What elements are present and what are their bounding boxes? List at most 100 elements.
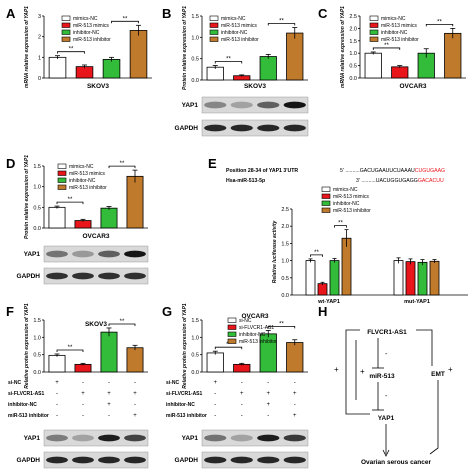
legend-label: si-NC — [239, 318, 252, 324]
condition-sign: - — [82, 402, 84, 408]
panel-label-h: H — [318, 304, 327, 319]
condition-sign: - — [267, 380, 269, 386]
row-label: si-FLVCR1-AS1 — [166, 391, 203, 397]
y-tick-label: 1.5 — [191, 14, 199, 20]
bar — [429, 260, 440, 296]
condition-sign: + — [133, 391, 137, 397]
y-axis-label: Protein relative expression of YAP1 — [24, 155, 30, 239]
wb-yap1-label: YAP1 — [24, 251, 41, 258]
bar — [74, 363, 92, 373]
y-tick-label: 0.0 — [349, 76, 357, 82]
panel-label-a: A — [6, 6, 16, 21]
y-tick-label: 1 — [38, 55, 41, 61]
wb-yap1-membrane — [201, 429, 309, 447]
significance-mark: ** — [123, 16, 128, 22]
row-label: inhibitor-NC — [8, 402, 37, 408]
node-mir-513: miR-513 — [369, 373, 395, 380]
row-label: si-NC — [8, 380, 21, 386]
wb-yap1-band — [230, 101, 253, 109]
y-tick-label: 0.0 — [281, 293, 289, 299]
legend-swatch — [209, 15, 219, 21]
y-tick-label: 0.5 — [191, 57, 199, 63]
wb-yap1-membrane — [43, 429, 149, 447]
panel-label-c: C — [318, 6, 328, 21]
wb-gapdh-label: GAPDH — [17, 273, 41, 280]
bar — [48, 56, 67, 79]
condition-sign: - — [56, 402, 58, 408]
significance-mark: ** — [226, 342, 231, 348]
panel-label-b: B — [162, 6, 171, 21]
condition-sign: - — [294, 402, 296, 408]
bar — [305, 260, 316, 296]
wb-yap1-band — [283, 434, 306, 442]
wb-gapdh-membrane — [43, 267, 149, 285]
edge-emt-cancer — [429, 380, 439, 455]
legend-swatch — [57, 170, 67, 176]
bar — [129, 30, 148, 79]
legend-swatch — [321, 193, 331, 199]
y-tick-label: 0 — [38, 76, 41, 82]
legend-label: inhibitor-NC — [73, 30, 100, 36]
legend-label: mimics-NC — [381, 16, 406, 22]
condition-sign: + — [266, 402, 270, 408]
y-tick-label: 1.5 — [349, 39, 357, 45]
wb-yap1-band — [46, 434, 68, 442]
wb-yap1-band — [124, 434, 146, 442]
legend-swatch — [369, 15, 379, 21]
wb-yap1-label: YAP1 — [182, 435, 199, 442]
significance-mark: ** — [384, 43, 389, 49]
bar — [48, 206, 66, 229]
wb-yap1-membrane — [201, 96, 309, 114]
edge-sign: + — [360, 367, 365, 376]
significance-bracket — [214, 346, 243, 350]
legend-label: mimics-NC — [69, 164, 94, 170]
wb-yap1-band — [72, 434, 94, 442]
row-label: inhibitor-NC — [166, 402, 195, 408]
significance-mark: ** — [68, 345, 73, 351]
legend-label: inhibitor-NC — [333, 201, 360, 207]
sequence-label: Position 28-34 of YAP1 3'UTR — [226, 168, 298, 174]
sequence-prefix: 5' ..........GACUGAAUUCUAAAU — [340, 168, 415, 174]
condition-sign: - — [56, 413, 58, 419]
wb-yap1-band — [46, 250, 68, 258]
wb-gapdh-membrane — [43, 451, 149, 469]
legend-label: miR-513 mimics — [333, 194, 369, 200]
significance-mark: ** — [279, 321, 284, 327]
condition-sign: + — [107, 391, 111, 397]
row-label: miR-513 inhibitor — [8, 413, 49, 419]
legend-swatch — [57, 163, 67, 169]
significance-mark: ** — [279, 19, 284, 25]
y-tick-label: 0.0 — [191, 370, 199, 376]
y-axis-label: Protein relative expression of YAP1 — [182, 6, 188, 90]
significance-bracket — [108, 165, 136, 169]
panel-label-f: F — [6, 304, 14, 319]
condition-sign: + — [213, 380, 217, 386]
significance-mark: ** — [120, 161, 125, 167]
legend-swatch — [61, 15, 71, 21]
panel-label-d: D — [6, 156, 15, 171]
y-tick-label: 0.0 — [191, 78, 199, 84]
wb-yap1-membrane — [43, 245, 149, 263]
legend-label: inhibitor-NC — [69, 178, 96, 184]
legend-swatch — [227, 317, 237, 323]
bar — [391, 66, 409, 79]
y-tick-label: 2 — [38, 35, 41, 41]
legend-label: miR-513 mimics — [69, 171, 105, 177]
y-tick-label: 1.0 — [349, 51, 357, 57]
legend-label: inhibitor-NC — [239, 332, 266, 338]
y-tick-label: 0.0 — [33, 370, 41, 376]
bar — [364, 52, 382, 79]
chart-title: OVCAR3 — [82, 233, 109, 240]
condition-sign: - — [214, 391, 216, 397]
wb-gapdh-band — [283, 456, 306, 464]
significance-mark: ** — [226, 56, 231, 62]
condition-sign: - — [241, 380, 243, 386]
condition-sign: - — [134, 380, 136, 386]
bar — [100, 331, 118, 373]
legend-label: miR-513 inhibitor — [69, 185, 107, 191]
y-tick-label: 1.0 — [191, 35, 199, 41]
bar — [126, 175, 144, 229]
legend-label: miR-513 inhibitor — [73, 37, 111, 43]
